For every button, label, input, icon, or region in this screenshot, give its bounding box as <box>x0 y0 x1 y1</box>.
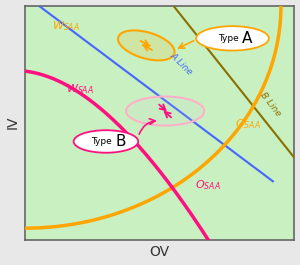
Ellipse shape <box>118 30 175 60</box>
Text: $W_{SAA}$: $W_{SAA}$ <box>65 82 94 96</box>
Text: B: B <box>116 134 126 149</box>
Text: Type: Type <box>91 137 111 146</box>
X-axis label: OV: OV <box>150 245 170 259</box>
Ellipse shape <box>74 130 138 153</box>
Text: Type: Type <box>218 34 239 43</box>
Ellipse shape <box>126 96 204 126</box>
Y-axis label: IV: IV <box>6 116 20 130</box>
Text: B Line: B Line <box>258 90 282 118</box>
Text: A: A <box>242 31 253 46</box>
Ellipse shape <box>196 26 269 51</box>
Text: A Line: A Line <box>168 51 194 77</box>
Text: $O_{SAA}$: $O_{SAA}$ <box>235 117 261 131</box>
Text: $W_{SAA}$: $W_{SAA}$ <box>52 19 80 33</box>
Text: $O_{SAA}$: $O_{SAA}$ <box>195 178 220 192</box>
